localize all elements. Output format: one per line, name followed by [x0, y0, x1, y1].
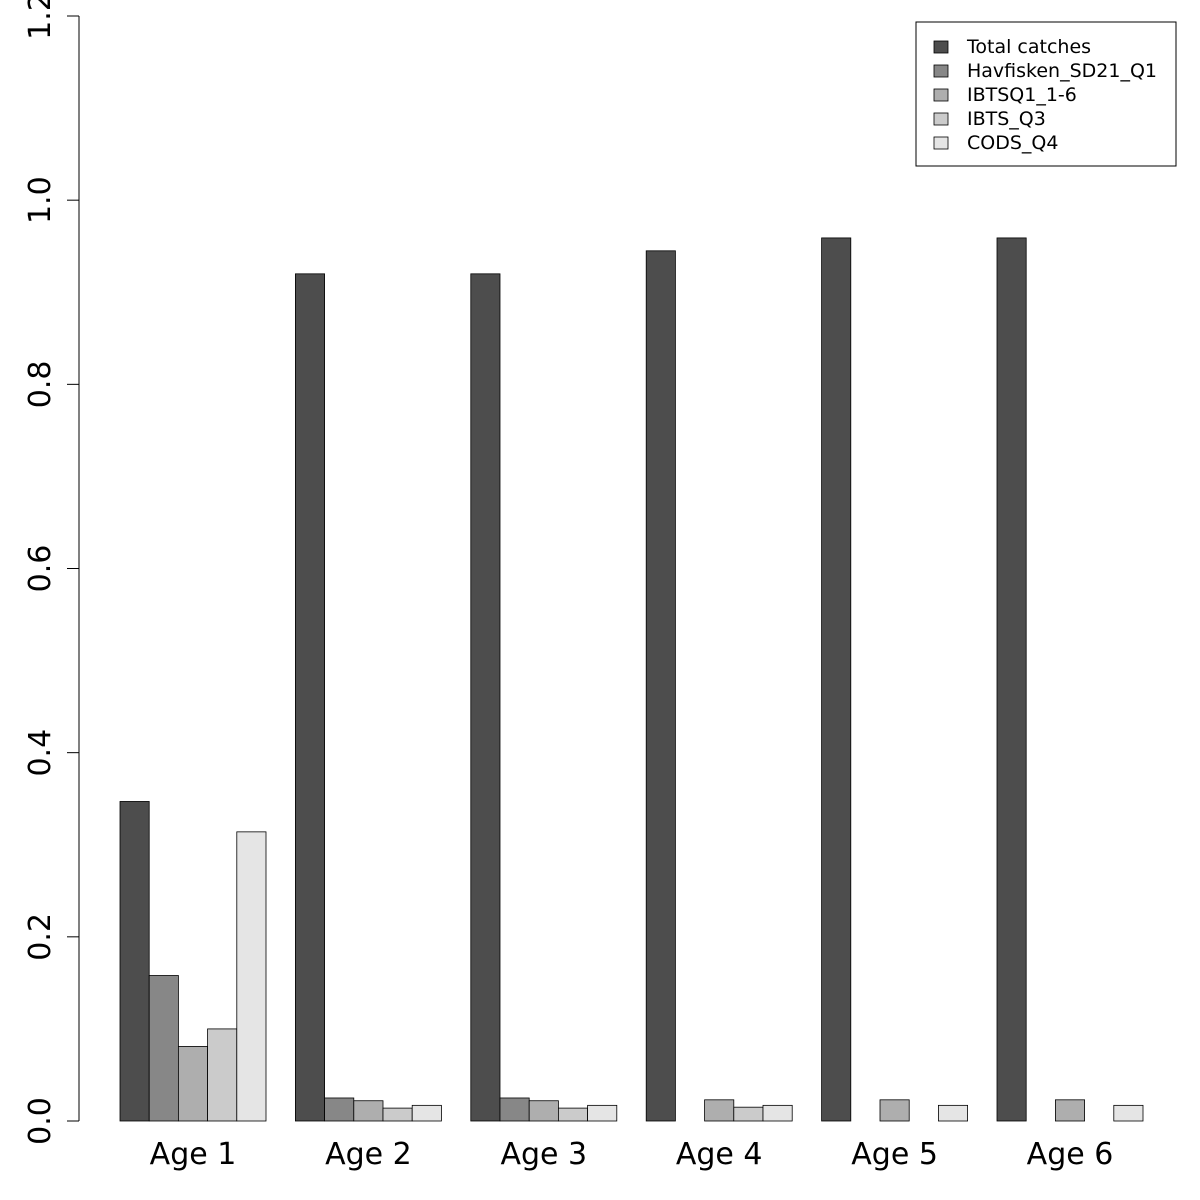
legend-swatch: [933, 88, 949, 102]
bar: [587, 1104, 618, 1122]
bar: [236, 831, 267, 1122]
legend-box: [915, 21, 1177, 167]
y-tick-label: 1.2: [23, 0, 58, 40]
bar: [762, 1104, 793, 1122]
legend-swatch: [933, 64, 949, 78]
bar: [879, 1099, 910, 1122]
bar: [645, 250, 676, 1122]
legend-label: Havfisken_SD21_Q1: [967, 60, 1157, 82]
legend-swatch: [933, 136, 949, 150]
bar: [1113, 1104, 1144, 1122]
legend-swatch: [933, 112, 949, 126]
category-label: Age 4: [676, 1137, 763, 1172]
category-labels: Age 1 Age 2 Age 3 Age 4 Age 5 Age 6: [150, 1137, 1114, 1172]
bar: [528, 1100, 559, 1122]
y-tick-label: 0.6: [23, 545, 58, 593]
bar: [470, 273, 501, 1122]
y-axis: 0.0 0.2 0.4 0.6 0.8 1.0 1.2: [23, 0, 80, 1145]
legend-label: Total catches: [966, 36, 1091, 58]
legend: Total catchesHavfisken_SD21_Q1IBTSQ1_1-6…: [915, 21, 1177, 167]
legend-label: IBTS_Q3: [967, 108, 1046, 130]
bar: [207, 1028, 238, 1122]
bar: [177, 1046, 208, 1122]
bar: [704, 1099, 735, 1122]
category-label: Age 3: [500, 1137, 587, 1172]
legend-swatch: [933, 40, 949, 54]
y-tick-label: 0.8: [23, 360, 58, 408]
bar: [821, 237, 852, 1122]
y-tick-label: 0.0: [23, 1097, 58, 1145]
bars: [119, 237, 1144, 1122]
bar: [499, 1097, 530, 1122]
bar: [733, 1106, 764, 1122]
legend-label: CODS_Q4: [967, 132, 1058, 154]
category-label: Age 6: [1027, 1137, 1114, 1172]
category-label: Age 1: [150, 1137, 237, 1172]
bar: [1055, 1099, 1086, 1122]
bar: [558, 1107, 589, 1122]
category-label: Age 5: [851, 1137, 938, 1172]
y-tick-label: 0.2: [23, 913, 58, 961]
bar: [119, 801, 150, 1122]
y-tick-label: 1.0: [23, 176, 58, 224]
category-label: Age 2: [325, 1137, 412, 1172]
legend-label: IBTSQ1_1-6: [967, 84, 1077, 106]
bar: [382, 1107, 413, 1122]
bar: [938, 1104, 969, 1122]
bar: [324, 1097, 355, 1122]
bar: [353, 1100, 384, 1122]
bar: [294, 273, 325, 1122]
bar: [996, 237, 1027, 1122]
bar: [411, 1104, 442, 1122]
y-tick-label: 0.4: [23, 729, 58, 777]
bar: [148, 975, 179, 1122]
